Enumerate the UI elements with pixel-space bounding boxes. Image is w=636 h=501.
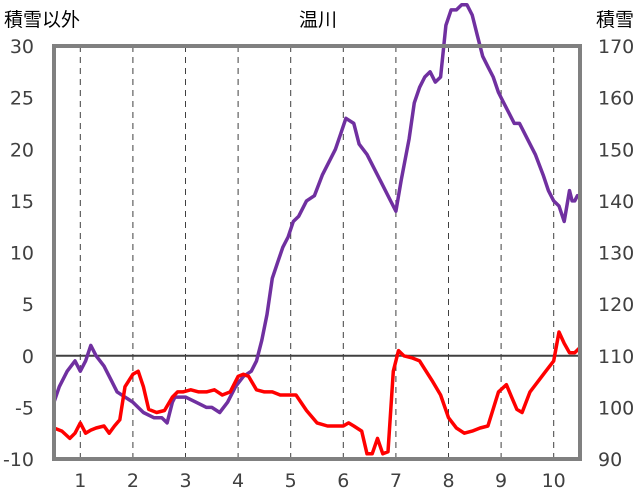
x-tick-label: 4 [232, 470, 244, 492]
right-tick-label: 160 [598, 88, 634, 110]
left-y-ticks: -10 -5 0 5 10 15 20 25 30 [3, 36, 34, 471]
left-tick-label: 25 [10, 88, 34, 110]
x-tick-label: 3 [179, 470, 191, 492]
x-tick-label: 2 [127, 470, 139, 492]
right-y-ticks: 90 100 110 120 130 140 150 160 170 [598, 36, 634, 471]
x-tick-label: 8 [442, 470, 454, 492]
left-tick-label: 10 [10, 243, 34, 265]
left-tick-label: 30 [10, 36, 34, 58]
series-line-snow [52, 2, 580, 425]
right-tick-label: 150 [598, 139, 634, 161]
left-tick-label: 5 [22, 294, 34, 316]
right-tick-label: 140 [598, 191, 634, 213]
right-tick-label: 130 [598, 243, 634, 265]
right-tick-label: 120 [598, 294, 634, 316]
series-line-other [52, 330, 582, 456]
x-tick-label: 9 [495, 470, 507, 492]
x-tick-label: 5 [285, 470, 297, 492]
grid [79, 46, 555, 459]
left-tick-label: -10 [3, 449, 34, 471]
left-tick-label: -5 [15, 397, 34, 419]
x-tick-label: 10 [542, 470, 566, 492]
plot-frame [52, 44, 582, 461]
left-tick-label: 0 [22, 346, 34, 368]
right-tick-label: 170 [598, 36, 634, 58]
left-axis-label: 積雪以外 [4, 9, 80, 31]
chart-title: 温川 [299, 9, 337, 31]
series-layer [52, 2, 582, 456]
x-tick-label: 7 [390, 470, 402, 492]
left-tick-label: 15 [10, 191, 34, 213]
left-tick-label: 20 [10, 139, 34, 161]
x-tick-label: 1 [74, 470, 86, 492]
x-tick-label: 6 [337, 470, 349, 492]
right-tick-label: 110 [598, 346, 634, 368]
right-axis-label: 積雪 [596, 9, 634, 31]
right-tick-label: 90 [598, 449, 622, 471]
right-tick-label: 100 [598, 397, 634, 419]
x-ticks: 1 2 3 4 5 6 7 8 9 10 [74, 470, 566, 492]
